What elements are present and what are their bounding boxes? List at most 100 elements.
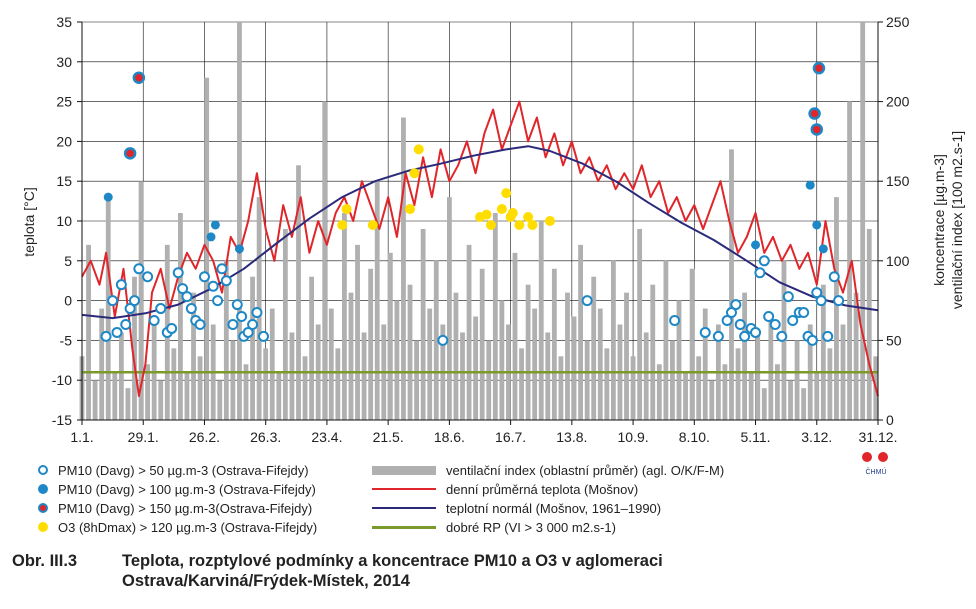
ventilation-bar [282,228,288,420]
pm10-over-50-point [754,267,766,279]
ventilation-bar [761,388,767,420]
ventilation-bar [512,252,518,420]
x-tick-label: 21.5. [373,429,404,445]
pm10-over-50-point [185,303,197,315]
ventilation-bar [414,340,419,420]
pm10-over-100-point [103,192,113,202]
o3-over-120-point [496,204,507,215]
ventilation-bar [263,348,269,420]
logo-text: ČHMÚ [865,469,887,476]
ventilation-bar [676,300,682,420]
ventilation-bar [184,372,190,420]
x-tick-label: 13.8. [556,429,587,445]
daily-temperature-line [81,100,879,398]
ventilation-bar [328,308,334,420]
ventilation-bar [558,356,564,420]
x-tick-label: 16.7. [495,429,526,445]
ventilation-bar [191,292,196,420]
ventilation-bar [853,292,859,420]
y-left-tick-label: 20 [56,133,72,149]
ventilation-bar [348,292,354,420]
ventilation-bar [446,197,452,420]
ventilation-bar [237,22,242,420]
ventilation-bar [112,372,118,420]
ventilation-bar [492,213,498,420]
legend-label: teplotní normál (Mošnov, 1961–1990) [446,500,662,516]
ventilation-bar [551,268,557,420]
pm10-over-100-point [805,180,815,190]
pm10-over-100-point [751,240,761,250]
open-circle-icon [38,465,48,475]
pm10-over-50-point [115,279,127,291]
pm10-over-50-point [142,271,154,283]
o3-over-120-point [507,208,518,219]
ventilation-bar [538,221,544,420]
y-left-tick-label: 5 [64,253,72,269]
o3-over-120-point [485,219,496,230]
pm10-over-50-point [730,299,742,311]
legend-good-rp: dobré RP (VI > 3 000 m2.s-1) [372,518,616,536]
y-right-tick-label: 100 [886,253,910,269]
o3-over-120-point [544,216,555,226]
caption-line2: Ostrava/Karviná/Frýdek-Místek, 2014 [122,572,410,590]
y-left-tick-label: 35 [56,14,72,30]
blue-dot-icon [38,484,48,494]
o3-over-120-point [501,188,512,199]
pm10-over-50-point [798,307,810,319]
x-tick-label: 23.4. [311,429,342,445]
pm10-over-50-point [782,291,794,303]
yellow-dot-icon [38,522,48,532]
ventilation-bar [374,181,380,420]
ventilation-bar [650,284,656,420]
ventilation-bar [92,380,98,420]
pm10-over-50-point [231,299,243,311]
ventilation-bar [394,300,400,420]
ventilation-bar [401,117,406,421]
ventilation-bar [309,276,315,420]
x-tick-label: 1.1. [70,429,93,445]
ventilation-bar [565,292,570,420]
pm10-over-50-point [236,311,248,323]
y-left-tick-label: -10 [52,372,72,388]
ventilation-bar [722,364,728,420]
ventilation-bar [118,332,124,420]
ventilation-bar [460,332,465,420]
x-tick-label: 26.3. [250,429,281,445]
legend-label: denní průměrná teplota (Mošnov) [446,481,639,497]
pm10-over-50-point [107,295,119,307]
ventilation-bar [794,340,800,420]
logo-dot-icon [862,452,872,462]
ventilation-bar [433,260,439,420]
pm10-over-50-point [811,287,823,299]
legend-vi: ventilační index (oblastní průměr) (agl.… [372,461,724,479]
ventilation-bar [453,292,459,420]
pm10-over-50-point [251,307,263,319]
pm10-over-50-point [769,318,781,330]
ventilation-bar [630,356,636,420]
pm10-over-50-point [833,295,845,307]
y-right-label-1: koncentrace [µg.m-3] [931,154,947,286]
legend-label: PM10 (Davg) > 150 µg.m-3(Ostrava-Fifejdy… [58,500,313,516]
ventilation-bar [223,260,229,420]
ventilation-bar [847,101,852,420]
pm10-over-50-point [177,283,189,295]
ventilation-bar [466,244,472,420]
ventilation-bar [355,244,360,420]
pm10-over-50-point [828,271,840,283]
y-right-tick-label: 150 [886,173,910,189]
ventilation-bar [683,372,688,420]
ventilation-bar [591,276,597,420]
legend-label: dobré RP (VI > 3 000 m2.s-1) [446,519,616,535]
pm10-over-50-point [787,315,799,326]
red-line-icon [372,488,436,490]
ventilation-bar [709,380,715,420]
pm10-over-150-point [812,61,826,75]
ventilation-bar [342,213,347,420]
ventilation-bar [230,340,236,420]
pm10-over-50-point [669,315,681,326]
o3-over-120-point [341,204,352,215]
y-right-tick-label: 50 [886,332,902,348]
axes: 35302520151050-5-10-152502001501005001.1… [52,14,910,445]
ventilation-bar [289,332,295,420]
x-tick-label: 8.10. [679,429,710,445]
